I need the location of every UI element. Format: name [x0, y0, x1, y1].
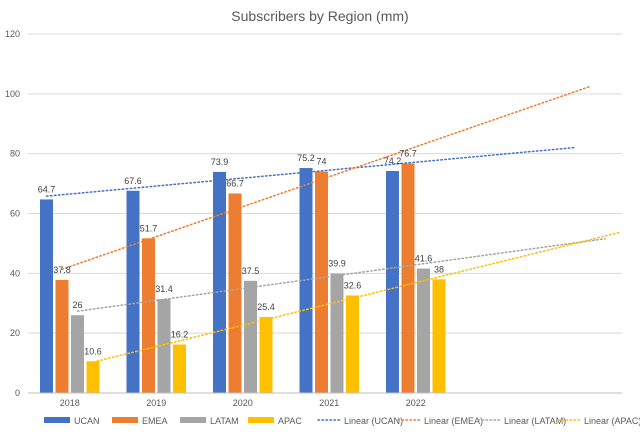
data-label-latam-2022: 41.6 [415, 254, 433, 264]
y-tick-label: 0 [15, 388, 20, 398]
bar-apac-2019 [173, 344, 186, 393]
legend-label-ucan: UCAN [74, 416, 100, 426]
legend-label-apac: APAC [278, 416, 302, 426]
y-tick-label: 20 [10, 328, 20, 338]
bar-latam-2019 [157, 299, 171, 393]
legend: UCAN EMEA LATAM APAC Linear (UCAN) Linear (EM… [44, 416, 640, 426]
x-tick-label: 2020 [233, 398, 253, 408]
data-label-ucan-2019: 67.6 [124, 176, 142, 186]
data-label-apac-2020: 25.4 [257, 302, 275, 312]
legend-label-latam: LATAM [210, 416, 239, 426]
trendlines [45, 85, 622, 363]
trendline-ucan [45, 146, 575, 197]
legend-label-linear-emea: Linear (EMEA) [424, 416, 483, 426]
y-tick-label: 80 [10, 149, 20, 159]
bar-latam-2022 [417, 268, 430, 393]
bar-ucan-2020 [213, 171, 226, 393]
data-label-emea-2019: 51.7 [140, 223, 158, 233]
data-label-apac-2019: 16.2 [171, 330, 189, 340]
trendline-latam [76, 238, 606, 312]
x-tick-label: 2018 [60, 398, 80, 408]
bar-latam-2018 [71, 315, 84, 393]
bar-apac-2018 [86, 361, 100, 393]
x-tick-label: 2022 [406, 398, 426, 408]
legend-swatch-latam [180, 417, 206, 423]
bar-ucan-2021 [299, 168, 313, 393]
legend-label-linear-apac: Linear (APAC) [584, 416, 640, 426]
trendline-emea [61, 85, 591, 271]
bars [40, 163, 446, 393]
bar-apac-2022 [432, 279, 446, 393]
bar-ucan-2018 [40, 199, 53, 393]
x-tick-label: 2021 [319, 398, 339, 408]
data-label-apac-2022: 38 [434, 264, 444, 274]
bar-emea-2022 [401, 163, 415, 393]
data-labels: 64.7 67.6 73.9 75.2 74.2 37.8 51.7 66.7 74 76.7 26… [38, 149, 444, 357]
y-tick-label: 100 [5, 89, 20, 99]
data-label-ucan-2021: 75.2 [297, 153, 315, 163]
data-label-emea-2018: 37.8 [53, 265, 71, 275]
bar-emea-2018 [55, 279, 69, 393]
axes: 0 20 40 60 80 100 120 2018 2019 2020 2021 2022 [5, 29, 622, 408]
legend-swatch-emea [112, 417, 138, 423]
bar-emea-2020 [228, 193, 242, 393]
x-tick-label: 2019 [146, 398, 166, 408]
bar-emea-2021 [315, 171, 328, 393]
legend-label-emea: EMEA [142, 416, 168, 426]
data-label-emea-2022: 76.7 [399, 149, 417, 159]
bar-apac-2021 [346, 295, 359, 393]
bar-emea-2019 [142, 238, 155, 393]
data-label-latam-2020: 37.5 [242, 266, 260, 276]
data-label-latam-2019: 31.4 [155, 284, 173, 294]
data-label-emea-2021: 74 [316, 157, 326, 167]
data-label-ucan-2022: 74.2 [384, 156, 402, 166]
data-label-ucan-2018: 64.7 [38, 184, 56, 194]
bar-ucan-2019 [126, 190, 140, 393]
y-tick-label: 120 [5, 29, 20, 39]
data-label-latam-2021: 39.9 [328, 259, 346, 269]
y-tick-label: 40 [10, 268, 20, 278]
data-label-latam-2018: 26 [72, 300, 82, 310]
chart-title: Subscribers by Region (mm) [231, 8, 408, 24]
data-label-emea-2020: 66.7 [226, 178, 244, 188]
y-tick-label: 60 [10, 209, 20, 219]
data-label-ucan-2020: 73.9 [211, 157, 229, 167]
data-label-apac-2018: 10.6 [84, 346, 102, 356]
bar-ucan-2022 [386, 171, 399, 393]
bar-latam-2021 [330, 273, 344, 393]
data-label-apac-2021: 32.6 [344, 280, 362, 290]
legend-swatch-ucan [44, 417, 70, 423]
bar-apac-2020 [259, 317, 273, 393]
legend-swatch-apac [248, 417, 274, 423]
trendline-apac [92, 231, 622, 363]
legend-label-linear-ucan: Linear (UCAN) [344, 416, 403, 426]
legend-label-linear-latam: Linear (LATAM) [504, 416, 566, 426]
bar-latam-2020 [244, 280, 257, 393]
